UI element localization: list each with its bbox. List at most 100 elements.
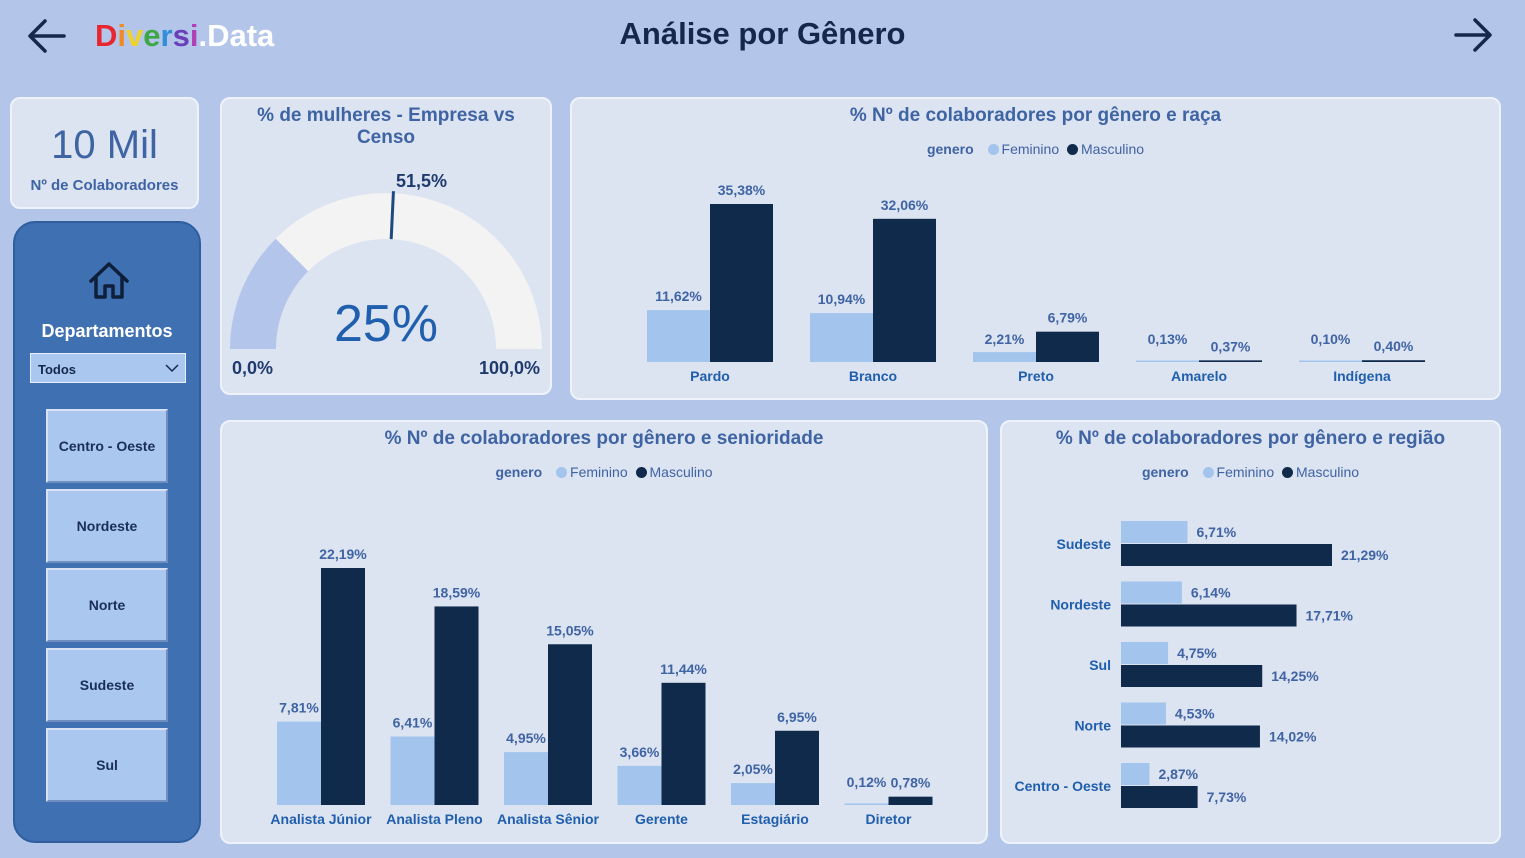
category-label: Analista Pleno — [386, 811, 482, 827]
department-filter-panel: Departamentos Todos Centro - Oeste Norde… — [13, 221, 201, 843]
bar-feminino[interactable] — [1121, 702, 1166, 725]
seniority-bar-chart: 7,81% 22,19% Analista Júnior 6,41% 18,59% Ana… — [270, 546, 933, 827]
bar-masculino[interactable] — [1121, 786, 1198, 808]
category-label: Norte — [1074, 718, 1111, 734]
bar-masculino[interactable] — [321, 568, 365, 805]
bar-feminino[interactable] — [1121, 642, 1169, 664]
data-label: 4,95% — [506, 730, 546, 746]
bar-feminino[interactable] — [390, 736, 435, 805]
data-label: 14,25% — [1271, 668, 1319, 684]
gauge-target-marker — [389, 191, 395, 240]
bar-feminino[interactable] — [973, 352, 1036, 362]
bar-masculino[interactable] — [1121, 725, 1260, 748]
seniority-chart-legend: genero Feminino Masculino — [222, 464, 986, 480]
category-label: Indígena — [1333, 368, 1391, 384]
bar-masculino[interactable] — [548, 644, 592, 805]
gauge-min-label: 0,0% — [232, 358, 274, 378]
bar-masculino[interactable] — [710, 204, 773, 362]
gauge-track — [230, 193, 542, 349]
logo-letter: i — [117, 18, 127, 53]
data-label: 0,12% — [847, 774, 887, 790]
legend-field: genero — [926, 141, 974, 157]
race-bar-chart: 11,62% 35,38% Pardo 10,94% 32,06% Branco 2,21%… — [647, 182, 1425, 384]
legend-masculino: Masculino — [649, 464, 713, 480]
bar-masculino[interactable] — [1199, 360, 1262, 362]
diversi-data-logo: Diversi.Data — [95, 18, 274, 54]
gauge-chart: 25% — [230, 191, 542, 353]
gauge-fill — [230, 238, 309, 349]
data-label: 35,38% — [718, 182, 766, 198]
seniority-chart-card: % Nº de colaboradores por gênero e senio… — [220, 420, 988, 844]
bar-feminino[interactable] — [504, 752, 548, 805]
bar-masculino[interactable] — [1036, 331, 1099, 362]
region-chart-card: % Nº de colaboradores por gênero e regiã… — [1000, 420, 1501, 844]
data-label: 21,29% — [1341, 547, 1389, 563]
region-button-sul[interactable]: Sul — [46, 728, 168, 802]
bar-feminino[interactable] — [1121, 581, 1182, 604]
legend-feminino: Feminino — [570, 464, 628, 480]
legend-feminino: Feminino — [1216, 464, 1275, 480]
bar-masculino[interactable] — [1362, 360, 1425, 362]
dropdown-value: Todos — [38, 362, 77, 377]
bar-masculino[interactable] — [888, 796, 933, 805]
page-title: Análise por Gênero — [619, 16, 906, 51]
data-label: 3,66% — [620, 744, 660, 760]
bar-feminino[interactable] — [1121, 763, 1150, 785]
gauge-title: % de mulheres - Empresa vs Censo — [257, 105, 515, 148]
logo-letter: s — [172, 18, 190, 53]
data-label: 0,10% — [1311, 331, 1351, 347]
legend-field: genero — [1141, 464, 1189, 480]
bar-masculino[interactable] — [873, 218, 936, 362]
region-button-sudeste[interactable]: Sudeste — [46, 648, 168, 722]
bar-masculino[interactable] — [661, 682, 706, 805]
data-label: 0,37% — [1211, 338, 1251, 354]
data-label: 2,21% — [985, 331, 1025, 347]
bar-feminino[interactable] — [731, 783, 775, 805]
data-label: 2,87% — [1158, 766, 1198, 782]
race-chart-title: % Nº de colaboradores por gênero e raça — [849, 105, 1222, 126]
data-label: 11,44% — [660, 661, 707, 677]
data-label: 22,19% — [319, 546, 367, 562]
bar-feminino[interactable] — [647, 310, 710, 362]
category-label: Analista Júnior — [270, 811, 372, 827]
region-button-centro-oeste[interactable]: Centro - Oeste — [46, 409, 168, 483]
gauge-max-label: 100,0% — [479, 358, 541, 378]
logo-letter: v — [126, 18, 144, 53]
region-button-nordeste[interactable]: Nordeste — [46, 489, 168, 563]
bar-masculino[interactable] — [434, 606, 479, 805]
department-dropdown[interactable]: Todos — [30, 353, 186, 383]
bar-feminino[interactable] — [1121, 521, 1188, 543]
seniority-chart-title: % Nº de colaboradores por gênero e senio… — [384, 428, 824, 449]
legend-feminino-swatch — [556, 467, 568, 478]
bar-masculino[interactable] — [1121, 544, 1332, 566]
bar-feminino[interactable] — [1136, 360, 1199, 363]
legend-masculino-swatch — [635, 467, 647, 478]
gauge-card: % de mulheres - Empresa vs Censo 25% 51,… — [220, 97, 552, 395]
category-label: Sul — [1089, 657, 1111, 673]
logo-letter: D — [95, 18, 118, 53]
category-label: Nordeste — [1050, 597, 1111, 613]
legend-feminino-swatch — [987, 144, 999, 155]
legend-field: genero — [495, 464, 543, 480]
bar-feminino[interactable] — [1299, 360, 1362, 363]
region-button-norte[interactable]: Norte — [46, 568, 168, 642]
data-label: 17,71% — [1306, 608, 1354, 624]
bar-masculino[interactable] — [1121, 604, 1297, 627]
bar-feminino[interactable] — [277, 721, 321, 805]
arrow-left-icon[interactable] — [26, 17, 68, 55]
category-label: Gerente — [635, 811, 688, 827]
home-icon[interactable] — [87, 259, 131, 301]
bar-masculino[interactable] — [1121, 665, 1263, 687]
arrow-right-icon[interactable] — [1452, 16, 1494, 54]
data-label: 7,81% — [279, 700, 319, 716]
data-label: 6,95% — [777, 709, 817, 725]
data-label: 14,02% — [1269, 729, 1317, 745]
bar-feminino[interactable] — [810, 313, 873, 362]
bar-masculino[interactable] — [775, 730, 819, 805]
race-chart-legend: genero Feminino Masculino — [572, 141, 1499, 157]
region-chart-title: % Nº de colaboradores por gênero e regiã… — [1055, 428, 1446, 449]
bar-feminino[interactable] — [844, 803, 889, 806]
bar-feminino[interactable] — [617, 765, 662, 805]
category-label: Sudeste — [1057, 536, 1112, 552]
data-label: 0,40% — [1374, 338, 1414, 354]
